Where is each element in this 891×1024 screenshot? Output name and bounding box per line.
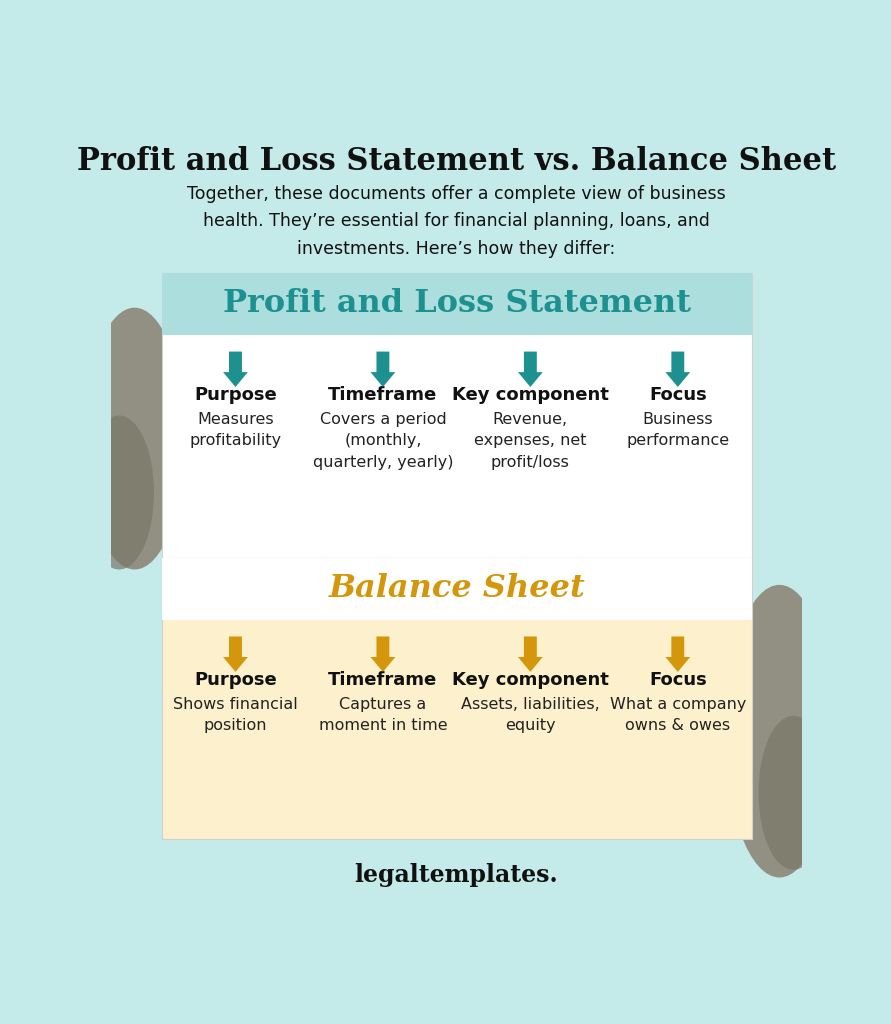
Text: What a company
owns & owes: What a company owns & owes xyxy=(609,696,746,733)
Text: Covers a period
(monthly,
quarterly, yearly): Covers a period (monthly, quarterly, yea… xyxy=(313,412,454,470)
Polygon shape xyxy=(518,637,543,672)
Text: Timeframe: Timeframe xyxy=(328,671,437,688)
Polygon shape xyxy=(518,351,543,387)
FancyBboxPatch shape xyxy=(162,558,751,839)
Text: Profit and Loss Statement: Profit and Loss Statement xyxy=(223,289,691,319)
Text: Purpose: Purpose xyxy=(194,386,277,403)
Polygon shape xyxy=(371,351,396,387)
Text: Assets, liabilities,
equity: Assets, liabilities, equity xyxy=(461,696,600,733)
Polygon shape xyxy=(666,351,691,387)
Text: Together, these documents offer a complete view of business
health. They’re esse: Together, these documents offer a comple… xyxy=(187,185,725,258)
Text: Timeframe: Timeframe xyxy=(328,386,437,403)
FancyBboxPatch shape xyxy=(162,558,751,620)
Text: Business
performance: Business performance xyxy=(626,412,730,449)
Text: Key component: Key component xyxy=(452,671,609,688)
Ellipse shape xyxy=(85,307,185,569)
Text: Profit and Loss Statement vs. Balance Sheet: Profit and Loss Statement vs. Balance Sh… xyxy=(77,145,836,177)
Text: Balance Sheet: Balance Sheet xyxy=(328,573,585,604)
Ellipse shape xyxy=(85,416,154,569)
Ellipse shape xyxy=(758,716,829,869)
Text: Key component: Key component xyxy=(452,386,609,403)
Text: Shows financial
position: Shows financial position xyxy=(173,696,298,733)
Text: Measures
profitability: Measures profitability xyxy=(190,412,282,449)
Text: Focus: Focus xyxy=(649,671,707,688)
Polygon shape xyxy=(223,637,248,672)
Polygon shape xyxy=(223,351,248,387)
Ellipse shape xyxy=(725,585,834,878)
Text: Captures a
moment in time: Captures a moment in time xyxy=(319,696,447,733)
Text: Focus: Focus xyxy=(649,386,707,403)
FancyBboxPatch shape xyxy=(162,273,751,335)
Polygon shape xyxy=(666,637,691,672)
Polygon shape xyxy=(371,637,396,672)
Text: Purpose: Purpose xyxy=(194,671,277,688)
FancyBboxPatch shape xyxy=(162,273,751,558)
Text: Revenue,
expenses, net
profit/loss: Revenue, expenses, net profit/loss xyxy=(474,412,586,470)
Text: legaltemplates.: legaltemplates. xyxy=(355,863,558,887)
